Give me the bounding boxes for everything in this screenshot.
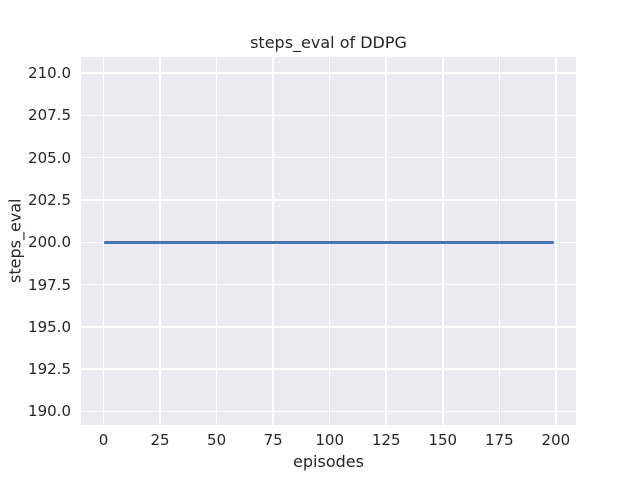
x-tick-label: 200	[541, 431, 571, 449]
x-axis-tick-labels: 0 25 50 75 100 125 150 175 200	[81, 431, 576, 449]
gridline-y	[81, 156, 576, 159]
x-tick-label: 150	[428, 431, 458, 449]
y-tick-label: 200.0	[28, 233, 71, 252]
y-axis-tick-labels: 190.0 192.5 195.0 197.5 200.0 202.5 205.0 207.5…	[0, 57, 81, 425]
gridline-y	[81, 283, 576, 286]
y-tick-label: 210.0	[28, 64, 71, 83]
x-tick-label: 100	[315, 431, 344, 449]
gridline-y	[81, 368, 576, 370]
y-tick-label: 205.0	[28, 148, 71, 167]
gridline-y	[81, 410, 576, 413]
x-tick-label: 125	[371, 431, 401, 449]
x-tick-label: 75	[263, 431, 283, 449]
x-tick-label: 0	[98, 431, 109, 449]
y-tick-label: 202.5	[28, 190, 71, 209]
y-tick-label: 192.5	[28, 360, 71, 379]
x-tick-label: 25	[150, 431, 170, 449]
gridline-y	[81, 199, 576, 201]
x-axis-title: episodes	[293, 452, 364, 471]
x-tick-label: 175	[484, 431, 514, 449]
gridline-x	[555, 57, 557, 425]
y-tick-label: 195.0	[28, 317, 71, 336]
gridline-y	[81, 72, 576, 74]
plot-area	[81, 57, 576, 425]
y-axis-title: steps_eval	[5, 198, 25, 284]
chart-title: steps_eval of DDPG	[250, 33, 407, 52]
y-tick-label: 197.5	[28, 275, 71, 294]
gridline-y	[81, 326, 576, 328]
gridline-y	[81, 114, 576, 117]
x-tick-label: 50	[207, 431, 227, 449]
data-line-steps_eval	[103, 240, 554, 244]
y-tick-label: 190.0	[28, 402, 71, 421]
y-tick-label: 207.5	[28, 106, 71, 125]
